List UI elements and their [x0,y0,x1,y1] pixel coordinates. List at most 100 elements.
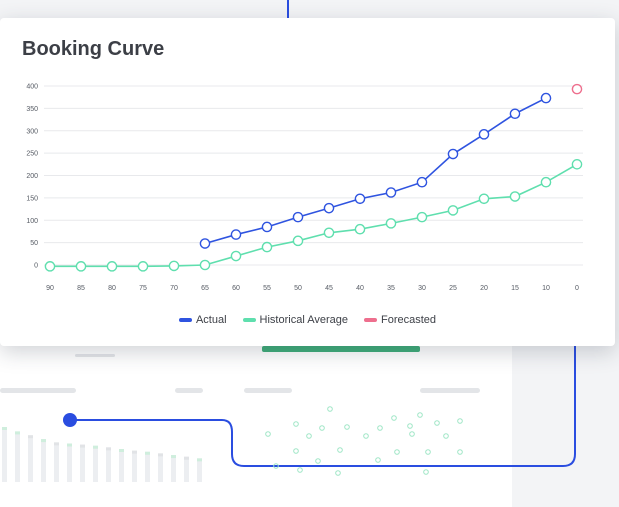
background-scatter-point [319,425,325,431]
legend-label: Actual [195,314,227,326]
x-tick-label: 50 [294,285,302,292]
data-point-actual [261,221,273,233]
x-tick-label: 40 [356,285,364,292]
background-scatter-point [443,433,449,439]
series-line-historical-average [50,163,578,268]
x-tick-label: 0 [575,285,579,292]
data-point-historical-average [137,261,149,272]
x-tick-label: 60 [232,285,240,292]
x-tick-label: 75 [139,285,147,292]
data-point-historical-average [75,261,87,272]
background-scatter-point [293,421,299,427]
y-tick-label: 350 [26,106,38,113]
background-scatter-point [363,433,369,439]
background-bar-cap [54,442,59,446]
x-tick-label: 85 [77,285,85,292]
background-bar [184,456,189,482]
y-tick-label: 200 [26,173,38,180]
data-point-historical-average [354,223,366,235]
x-tick-label: 15 [511,285,519,292]
x-tick-label: 10 [542,285,550,292]
background-bar [80,444,85,482]
legend-label: Forecasted [381,314,437,326]
x-tick-label: 80 [108,285,116,292]
data-point-historical-average [478,193,490,205]
data-point-historical-average [540,176,552,188]
background-bar-cap [132,450,137,454]
background-scatter-point [457,449,463,455]
connector-path [70,346,576,467]
background-bar-cap [197,458,202,462]
legend-item-forecasted: Forecasted [364,314,436,326]
background-placeholder-bar [175,388,203,393]
background-bar [67,443,72,482]
background-bar [106,447,111,482]
data-point-actual [354,193,366,205]
background-scatter-point [457,418,463,424]
y-tick-label: 300 [26,128,38,135]
background-bar-cap [184,456,189,460]
background-bar [93,445,98,482]
x-tick-label: 55 [263,285,271,292]
data-point-historical-average [385,218,397,229]
background-bar [28,435,33,482]
y-tick-label: 100 [26,218,38,225]
data-point-actual [509,108,521,120]
background-bar [2,427,7,482]
background-scatter-point [273,463,279,469]
background-bar-cap [145,451,150,455]
background-scatter-point [315,458,321,464]
chart-legend: Actual Historical Average Forecasted [0,314,615,326]
background-dashboard-panel [0,330,512,507]
data-point-historical-average [261,241,273,253]
background-scatter-point [409,431,415,437]
x-tick-label: 30 [418,285,426,292]
background-bar-cap [171,455,176,459]
background-scatter-point [377,425,383,431]
background-scatter-point [306,433,312,439]
data-point-historical-average [168,260,180,272]
data-point-actual [323,202,335,214]
legend-swatch [242,318,256,323]
y-tick-label: 150 [26,195,38,202]
background-bar [132,450,137,482]
booking-curve-card [0,18,615,346]
x-tick-label: 90 [46,285,54,292]
data-point-historical-average [230,250,242,262]
background-bar-cap [41,439,46,443]
data-point-historical-average [44,261,56,272]
data-point-historical-average [106,261,118,272]
background-bar-cap [28,435,33,439]
connector-dot [63,413,77,427]
x-tick-label: 25 [449,285,457,292]
data-point-actual [478,129,490,140]
background-placeholder-bar [75,354,115,357]
y-tick-label: 250 [26,151,38,158]
background-scatter-point [394,449,400,455]
legend-item-historical-average: Historical Average [242,314,348,326]
data-point-actual [230,229,242,240]
background-scatter-point [407,423,413,429]
y-tick-label: 0 [34,263,38,270]
background-scatter-point [417,412,423,418]
data-point-historical-average [416,211,428,223]
y-tick-label: 50 [30,240,38,247]
background-scatter-point [265,431,271,437]
background-scatter-point [297,467,303,473]
background-bar-cap [80,444,85,448]
background-scatter-point [391,415,397,421]
background-scatter-point [344,424,350,430]
background-bar-cap [158,453,163,457]
background-scatter-point [335,470,341,476]
background-bar-cap [15,431,20,435]
x-tick-label: 70 [170,285,178,292]
background-scatter-point [434,420,440,426]
background-bar [119,449,124,482]
legend-swatch [178,318,192,323]
data-point-actual [447,148,459,160]
background-placeholder-bar [420,388,480,393]
y-tick-label: 400 [26,84,38,91]
data-point-actual [292,211,304,223]
data-point-historical-average [571,159,583,170]
